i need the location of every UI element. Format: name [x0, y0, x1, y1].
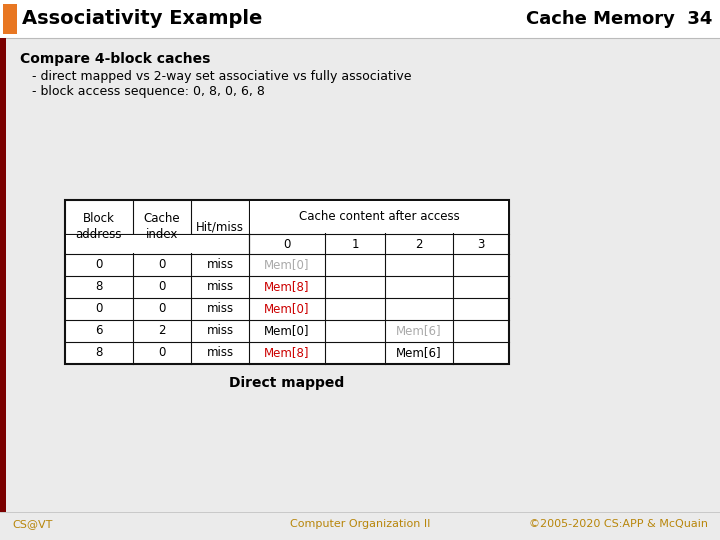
- Text: 0: 0: [95, 302, 103, 315]
- Text: 0: 0: [283, 238, 291, 251]
- Text: 3: 3: [477, 238, 485, 251]
- FancyBboxPatch shape: [0, 38, 6, 512]
- Text: miss: miss: [207, 325, 233, 338]
- Text: Mem[0]: Mem[0]: [264, 259, 310, 272]
- Text: 0: 0: [158, 347, 166, 360]
- Text: Cache
index: Cache index: [144, 213, 180, 241]
- Text: Mem[8]: Mem[8]: [264, 280, 310, 294]
- FancyBboxPatch shape: [0, 0, 720, 38]
- Text: miss: miss: [207, 259, 233, 272]
- FancyBboxPatch shape: [65, 200, 509, 364]
- Text: 2: 2: [415, 238, 423, 251]
- Text: 1: 1: [351, 238, 359, 251]
- Text: Block
address: Block address: [76, 213, 122, 241]
- Text: CS@VT: CS@VT: [12, 519, 53, 529]
- Text: - direct mapped vs 2-way set associative vs fully associative: - direct mapped vs 2-way set associative…: [32, 70, 412, 83]
- Text: ©2005-2020 CS:APP & McQuain: ©2005-2020 CS:APP & McQuain: [529, 519, 708, 529]
- Text: miss: miss: [207, 347, 233, 360]
- FancyBboxPatch shape: [66, 235, 248, 253]
- Text: miss: miss: [207, 280, 233, 294]
- Text: 0: 0: [158, 259, 166, 272]
- Text: Hit/miss: Hit/miss: [196, 220, 244, 233]
- Text: 8: 8: [95, 280, 103, 294]
- Text: Cache content after access: Cache content after access: [299, 211, 459, 224]
- Text: - block access sequence: 0, 8, 0, 6, 8: - block access sequence: 0, 8, 0, 6, 8: [32, 85, 265, 98]
- Text: Mem[6]: Mem[6]: [396, 347, 442, 360]
- Text: 0: 0: [158, 302, 166, 315]
- Text: Mem[6]: Mem[6]: [396, 325, 442, 338]
- Text: Compare 4-block caches: Compare 4-block caches: [20, 52, 210, 66]
- Text: Cache Memory  34: Cache Memory 34: [526, 10, 712, 28]
- Text: 2: 2: [158, 325, 166, 338]
- FancyBboxPatch shape: [250, 201, 508, 233]
- Text: Direct mapped: Direct mapped: [230, 376, 345, 390]
- FancyBboxPatch shape: [6, 38, 720, 512]
- Text: Mem[0]: Mem[0]: [264, 302, 310, 315]
- FancyBboxPatch shape: [3, 4, 17, 34]
- Text: Mem[0]: Mem[0]: [264, 325, 310, 338]
- Text: miss: miss: [207, 302, 233, 315]
- Text: Mem[8]: Mem[8]: [264, 347, 310, 360]
- Text: Associativity Example: Associativity Example: [22, 10, 262, 29]
- Text: Computer Organization II: Computer Organization II: [290, 519, 430, 529]
- Text: 0: 0: [95, 259, 103, 272]
- Text: 0: 0: [158, 280, 166, 294]
- Text: 6: 6: [95, 325, 103, 338]
- Text: 8: 8: [95, 347, 103, 360]
